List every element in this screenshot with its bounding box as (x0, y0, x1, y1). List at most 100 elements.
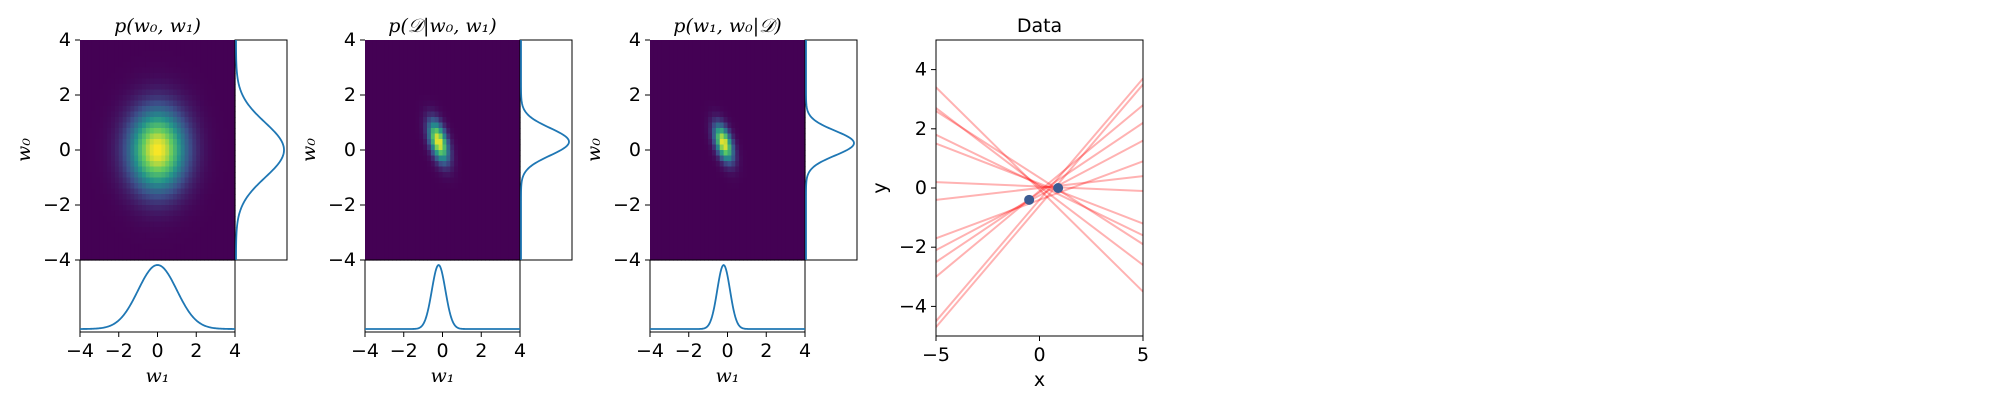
x-tick-label: 5 (1137, 344, 1149, 366)
heatmap-cell (161, 128, 166, 135)
heatmap-cell (207, 155, 213, 162)
heatmap-cell (153, 144, 159, 151)
heatmap-cell (392, 62, 397, 69)
heatmap-cell (485, 117, 490, 124)
heatmap-cell (103, 216, 108, 223)
heatmap-cell (207, 40, 213, 47)
heatmap-cell (157, 51, 162, 58)
heatmap-cell (516, 210, 521, 217)
heatmap-cell (188, 188, 193, 195)
heatmap-cell (715, 188, 721, 195)
heatmap-cell (489, 40, 494, 47)
heatmap-cell (103, 243, 108, 250)
heatmap-cell (665, 243, 670, 250)
heatmap-cell (731, 67, 736, 74)
heatmap-cell (770, 73, 775, 80)
heatmap-cell (415, 188, 420, 195)
heatmap-cell (477, 172, 482, 179)
heatmap-cell (801, 238, 806, 245)
heatmap-cell (516, 139, 521, 146)
heatmap-cell (677, 221, 682, 228)
heatmap-cell (200, 128, 205, 135)
heatmap-cell (419, 51, 424, 58)
heatmap-cell (735, 155, 740, 162)
heatmap-cell (793, 84, 798, 91)
heatmap-cell (204, 111, 209, 118)
heatmap-cell (770, 183, 775, 190)
heatmap-cell (681, 122, 686, 129)
heatmap-cell (411, 144, 416, 151)
heatmap-cell (446, 78, 451, 85)
heatmap-cell (211, 243, 217, 250)
heatmap-cell (458, 150, 463, 157)
heatmap-cell (399, 249, 405, 256)
heatmap-cell (407, 84, 413, 91)
heatmap-cell (207, 62, 213, 69)
heatmap-cell (712, 243, 717, 250)
heatmap-cell (512, 78, 517, 85)
heatmap-cell (700, 238, 705, 245)
heatmap-cell (161, 221, 166, 228)
heatmap-cell (142, 62, 147, 69)
heatmap-cell (692, 78, 698, 85)
heatmap-cell (789, 144, 794, 151)
heatmap-cell (376, 117, 382, 124)
heatmap-cell (388, 45, 393, 52)
heatmap-cell (723, 227, 729, 234)
heatmap-cell (219, 56, 224, 63)
heatmap-cell (504, 95, 509, 102)
heatmap-cell (188, 216, 193, 223)
heatmap-cell (777, 243, 783, 250)
heatmap-cell (215, 84, 221, 91)
heatmap-cell (735, 144, 740, 151)
heatmap-cell (781, 194, 787, 201)
heatmap-cell (489, 100, 494, 107)
heatmap-cell (731, 51, 736, 58)
heatmap-cell (161, 166, 166, 173)
heatmap-cell (180, 139, 186, 146)
heatmap-cell (145, 194, 151, 201)
heatmap-cell (223, 183, 228, 190)
heatmap-cell (458, 67, 463, 74)
heatmap-cell (83, 122, 89, 129)
heatmap-cell (723, 144, 729, 151)
heatmap-cell (653, 144, 659, 151)
heatmap-cell (114, 100, 120, 107)
heatmap-cell (411, 62, 416, 69)
heatmap-cell (215, 232, 221, 239)
heatmap-cell (207, 111, 213, 118)
heatmap-cell (692, 117, 698, 124)
heatmap-cell (774, 117, 779, 124)
heatmap-cell (372, 232, 378, 239)
heatmap-cell (173, 139, 178, 146)
heatmap-cell (739, 161, 744, 168)
heatmap-cell (754, 78, 760, 85)
heatmap-cell (504, 62, 509, 69)
heatmap-cell (134, 221, 139, 228)
heatmap-cells (80, 40, 236, 261)
heatmap-cell (500, 89, 506, 96)
heatmap-cell (231, 133, 236, 140)
heatmap-cell (677, 150, 682, 157)
heatmap-cell (650, 210, 655, 217)
heatmap-cell (215, 216, 221, 223)
heatmap-cell (83, 199, 89, 206)
heatmap-cell (176, 89, 182, 96)
heatmap-cell (673, 117, 678, 124)
heatmap-cell (500, 205, 506, 212)
heatmap-cell (781, 199, 787, 206)
heatmap-cell (207, 122, 213, 129)
heatmap-cell (708, 45, 713, 52)
heatmap-cell (673, 144, 678, 151)
heatmap-cell (485, 106, 490, 113)
heatmap-cell (766, 84, 771, 91)
heatmap-cell (184, 188, 190, 195)
heatmap-cell (188, 62, 193, 69)
heatmap-cell (430, 227, 436, 234)
heatmap-cell (650, 166, 655, 173)
heatmap-cell (169, 56, 174, 63)
heatmap-cell (161, 45, 166, 52)
heatmap-cell (372, 89, 378, 96)
heatmap-cell (766, 56, 771, 63)
heatmap-cell (801, 95, 806, 102)
